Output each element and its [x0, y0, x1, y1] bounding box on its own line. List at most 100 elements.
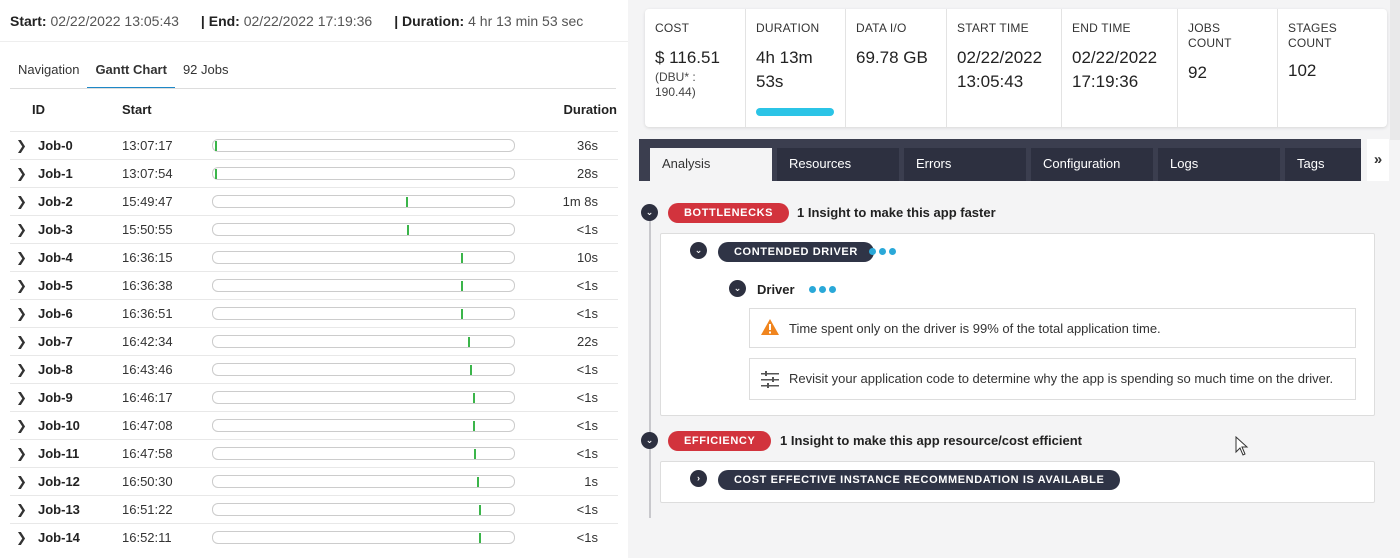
- job-duration: 1s: [584, 474, 598, 489]
- gantt-marker: [478, 505, 481, 515]
- gantt-marker: [472, 393, 475, 403]
- table-row[interactable]: ❯ Job-5 16:36:38 <1s: [10, 271, 618, 299]
- expand-row-icon[interactable]: ❯: [16, 222, 27, 237]
- col-start[interactable]: Start: [122, 102, 152, 117]
- tab-errors[interactable]: Errors: [904, 148, 1026, 181]
- expand-row-icon[interactable]: ❯: [16, 446, 27, 461]
- collapse-bottlenecks-icon[interactable]: ⌄: [641, 204, 658, 221]
- col-id[interactable]: ID: [32, 102, 45, 117]
- table-row[interactable]: ❯ Job-0 13:07:17 36s: [10, 131, 618, 159]
- collapse-efficiency-icon[interactable]: ⌄: [641, 432, 658, 449]
- job-start: 16:51:22: [122, 502, 173, 517]
- tab-configuration[interactable]: Configuration: [1031, 148, 1153, 181]
- job-id: Job-7: [38, 334, 73, 349]
- gantt-marker: [474, 449, 477, 459]
- job-id: Job-14: [38, 530, 80, 545]
- job-id: Job-1: [38, 166, 73, 181]
- table-row[interactable]: ❯ Job-1 13:07:54 28s: [10, 159, 618, 187]
- expand-row-icon[interactable]: ❯: [16, 418, 27, 433]
- gantt-bar-track: [212, 447, 515, 460]
- contended-driver-badge: CONTENDED DRIVER: [718, 242, 874, 262]
- gantt-marker: [460, 253, 463, 263]
- more-tabs-icon[interactable]: »: [1367, 139, 1389, 181]
- scrollbar[interactable]: [1390, 0, 1400, 140]
- job-duration: 1m 8s: [562, 194, 598, 209]
- table-row[interactable]: ❯ Job-14 16:52:11 <1s: [10, 523, 618, 551]
- expand-row-icon[interactable]: ❯: [16, 530, 27, 545]
- stats-card: COST $ 116.51 (DBU* : 190.44) DURATION 4…: [645, 9, 1387, 127]
- gantt-marker: [214, 141, 217, 151]
- run-summary-bar: Start: 02/22/2022 13:05:43 | End: 02/22/…: [0, 0, 628, 42]
- job-id: Job-9: [38, 390, 73, 405]
- driver-time-message: Time spent only on the driver is 99% of …: [749, 308, 1356, 348]
- tab-gantt-chart[interactable]: Gantt Chart: [87, 56, 175, 89]
- tab-tags[interactable]: Tags: [1285, 148, 1361, 181]
- job-id: Job-3: [38, 222, 73, 237]
- gantt-bar-track: [212, 531, 515, 544]
- col-duration[interactable]: Duration: [563, 102, 617, 117]
- expand-row-icon[interactable]: ❯: [16, 390, 27, 405]
- job-duration: <1s: [576, 278, 598, 293]
- more-options-icon[interactable]: [869, 248, 896, 255]
- collapse-contended-icon[interactable]: ⌄: [690, 242, 707, 259]
- gantt-bar-track: [212, 139, 515, 152]
- table-row[interactable]: ❯ Job-7 16:42:34 22s: [10, 327, 618, 355]
- table-row[interactable]: ❯ Job-4 16:36:15 10s: [10, 243, 618, 271]
- expand-row-icon[interactable]: ❯: [16, 166, 27, 181]
- job-id: Job-5: [38, 278, 73, 293]
- timeline-line: [649, 212, 651, 518]
- table-header: ID Start Duration: [10, 90, 618, 130]
- table-row[interactable]: ❯ Job-8 16:43:46 <1s: [10, 355, 618, 383]
- gantt-bar-track: [212, 475, 515, 488]
- tab-logs[interactable]: Logs: [1158, 148, 1280, 181]
- tab-resources[interactable]: Resources: [777, 148, 899, 181]
- expand-row-icon[interactable]: ❯: [16, 474, 27, 489]
- table-row[interactable]: ❯ Job-10 16:47:08 <1s: [10, 411, 618, 439]
- table-row[interactable]: ❯ Job-2 15:49:47 1m 8s: [10, 187, 618, 215]
- expand-row-icon[interactable]: ❯: [16, 278, 27, 293]
- job-duration: <1s: [576, 390, 598, 405]
- job-id: Job-4: [38, 250, 73, 265]
- table-row[interactable]: ❯ Job-3 15:50:55 <1s: [10, 215, 618, 243]
- warning-icon: [760, 318, 780, 339]
- table-row[interactable]: ❯ Job-11 16:47:58 <1s: [10, 439, 618, 467]
- recommendation-badge[interactable]: COST EFFECTIVE INSTANCE RECOMMENDATION I…: [718, 470, 1121, 490]
- job-duration: <1s: [576, 502, 598, 517]
- driver-options-icon[interactable]: [809, 286, 836, 293]
- expand-recommendation-icon[interactable]: ›: [690, 470, 707, 487]
- left-tabs: Navigation Gantt Chart 92 Jobs: [10, 56, 236, 89]
- expand-row-icon[interactable]: ❯: [16, 334, 27, 349]
- table-row[interactable]: ❯ Job-12 16:50:30 1s: [10, 467, 618, 495]
- tabs-divider: [10, 88, 616, 89]
- job-duration: <1s: [576, 418, 598, 433]
- expand-row-icon[interactable]: ❯: [16, 250, 27, 265]
- job-rows: ❯ Job-0 13:07:17 36s ❯ Job-1 13:07:54 28s ❯ Job-2…: [10, 131, 618, 551]
- collapse-driver-icon[interactable]: ⌄: [729, 280, 746, 297]
- efficiency-title: 1 Insight to make this app resource/cost…: [780, 433, 1082, 448]
- driver-title: Driver: [757, 282, 795, 297]
- gantt-bar-track: [212, 307, 515, 320]
- job-start: 16:47:08: [122, 418, 173, 433]
- gantt-marker: [479, 533, 482, 543]
- gantt-bar-track: [212, 167, 515, 180]
- table-row[interactable]: ❯ Job-13 16:51:22 <1s: [10, 495, 618, 523]
- tab-jobs[interactable]: 92 Jobs: [182, 62, 229, 77]
- expand-row-icon[interactable]: ❯: [16, 306, 27, 321]
- end-summary: | End: 02/22/2022 17:19:36: [200, 12, 373, 29]
- gantt-marker: [477, 477, 480, 487]
- job-start: 16:42:34: [122, 334, 173, 349]
- tab-navigation[interactable]: Navigation: [18, 62, 80, 77]
- table-row[interactable]: ❯ Job-6 16:36:51 <1s: [10, 299, 618, 327]
- expand-row-icon[interactable]: ❯: [16, 362, 27, 377]
- sliders-icon: [760, 370, 780, 393]
- job-start: 15:50:55: [122, 222, 173, 237]
- job-start: 16:52:11: [122, 530, 172, 545]
- expand-row-icon[interactable]: ❯: [16, 138, 27, 153]
- tab-analysis[interactable]: Analysis: [650, 148, 772, 181]
- table-row[interactable]: ❯ Job-9 16:46:17 <1s: [10, 383, 618, 411]
- expand-row-icon[interactable]: ❯: [16, 502, 27, 517]
- job-start: 15:49:47: [122, 194, 173, 209]
- expand-row-icon[interactable]: ❯: [16, 194, 27, 209]
- job-start: 16:36:15: [122, 250, 173, 265]
- gantt-marker: [461, 281, 464, 291]
